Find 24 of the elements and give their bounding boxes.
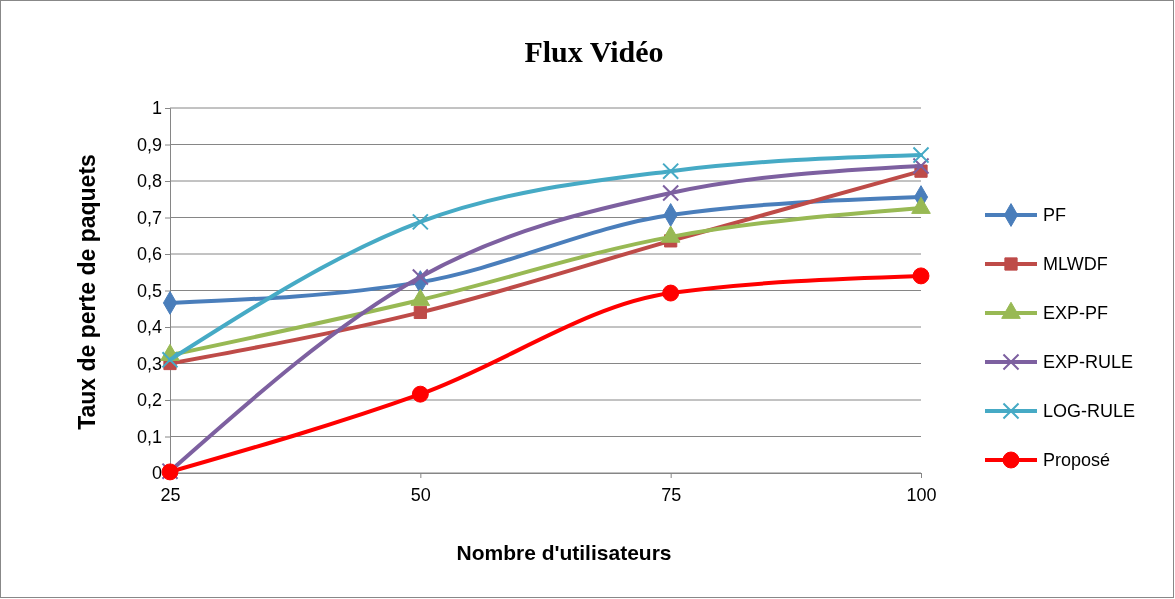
y-tick-label: 0,6 <box>136 244 162 265</box>
y-tick-label: 0,3 <box>136 353 162 374</box>
y-tick-label: 0,7 <box>136 207 162 228</box>
y-tick-label: 0,4 <box>136 317 162 338</box>
x-tick-label: 100 <box>906 484 937 505</box>
x-tick-label: 50 <box>410 484 431 505</box>
y-tick-label: 0 <box>151 463 162 484</box>
y-tick-label: 0,8 <box>136 171 162 192</box>
y-tick-label: 0,9 <box>136 134 162 155</box>
y-tick-label: 0,1 <box>136 426 162 447</box>
y-axis-title: Taux de perte de paquets <box>74 154 100 430</box>
legend-label: MLWDF <box>1043 254 1108 275</box>
legend-label: PF <box>1043 205 1067 226</box>
y-tick-label: 1 <box>151 98 162 119</box>
x-tick-label: 75 <box>661 484 682 505</box>
legend-label: LOG-RULE <box>1043 401 1136 422</box>
y-tick-label: 0,2 <box>136 390 162 411</box>
legend-label: EXP-PF <box>1043 303 1109 324</box>
legend-label: Proposé <box>1043 450 1111 471</box>
x-tick-label: 25 <box>160 484 181 505</box>
chart-title: Flux Vidéo <box>524 35 664 68</box>
y-tick-label: 0,5 <box>136 280 162 301</box>
legend-label: EXP-RULE <box>1043 352 1134 373</box>
x-axis-title: Nombre d'utilisateurs <box>456 541 672 564</box>
